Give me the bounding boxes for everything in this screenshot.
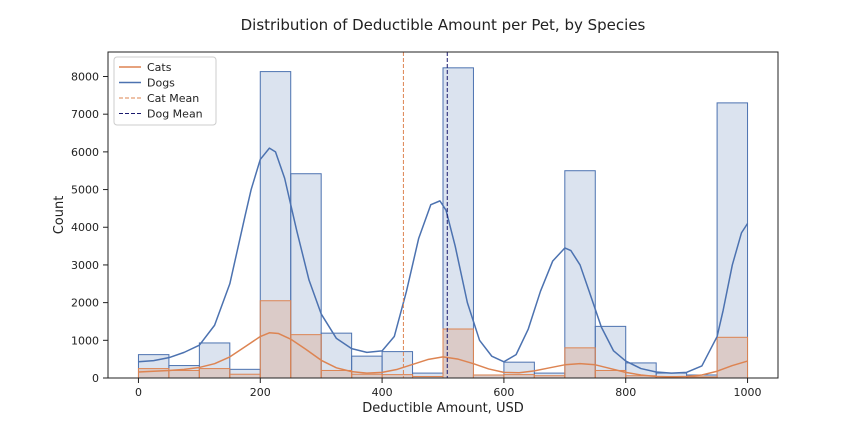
x-tick-label-600: 600 [493, 386, 514, 399]
dogs-bar-14 [564, 170, 596, 379]
cats-bar-1 [168, 369, 200, 379]
legend: Cats Dogs Cat Mean Dog Mean [113, 56, 217, 126]
dogs-kde-line [138, 147, 749, 374]
cats-bar-2 [198, 368, 231, 379]
dogs-bar-5 [290, 173, 322, 379]
cats-bar-6 [320, 369, 353, 379]
cats-bar-14 [564, 347, 596, 379]
y-axis: 0 1000 2000 3000 4000 5000 6000 7000 8000 [71, 70, 108, 385]
y-tick-label-5000: 5000 [71, 184, 99, 197]
y-tick-label-0: 0 [92, 372, 99, 385]
x-axis-label: Deductible Amount, USD [362, 401, 523, 416]
legend-box [113, 56, 217, 126]
legend-label-cat-mean: Cat Mean [147, 92, 199, 105]
kde-layer [138, 147, 749, 378]
cats-bar-8 [381, 374, 414, 379]
x-tick-label-200: 200 [250, 386, 271, 399]
dogs-bar-8 [381, 351, 414, 379]
y-tick-label-3000: 3000 [71, 259, 99, 272]
y-axis-label: Count [52, 196, 67, 235]
cats-bar-12 [503, 374, 535, 379]
dogs-bar-10 [442, 67, 474, 379]
y-tick-label-7000: 7000 [71, 108, 99, 121]
cats-bar-10 [442, 328, 474, 379]
y-tick-label-1000: 1000 [71, 334, 99, 347]
y-tick-label-4000: 4000 [71, 221, 99, 234]
plot-frame [107, 51, 779, 379]
legend-label-dog-mean: Dog Mean [147, 108, 203, 121]
cats-bar-7 [351, 373, 383, 379]
x-tick-label-800: 800 [615, 386, 636, 399]
cats-bar-19 [716, 336, 749, 379]
cats-kde-line [138, 332, 748, 378]
cats-bar-3 [229, 373, 261, 379]
y-tick-label-6000: 6000 [71, 146, 99, 159]
y-tick-label-2000: 2000 [71, 297, 99, 310]
dogs-bar-19 [716, 102, 749, 379]
legend-label-cats: Cats [147, 61, 172, 74]
reference-lines-layer [402, 52, 448, 378]
cats-bar-4 [259, 300, 292, 379]
chart-title: Distribution of Deductible Amount per Pe… [241, 16, 646, 34]
legend-label-dogs: Dogs [147, 77, 175, 90]
dogs-bar-4 [259, 71, 292, 379]
x-axis: 0 200 400 600 800 1000 [135, 378, 762, 399]
bars-layer [137, 67, 749, 379]
x-tick-label-1000: 1000 [734, 386, 762, 399]
y-tick-label-8000: 8000 [71, 70, 99, 83]
x-tick-label-0: 0 [135, 386, 142, 399]
x-tick-label-400: 400 [372, 386, 393, 399]
